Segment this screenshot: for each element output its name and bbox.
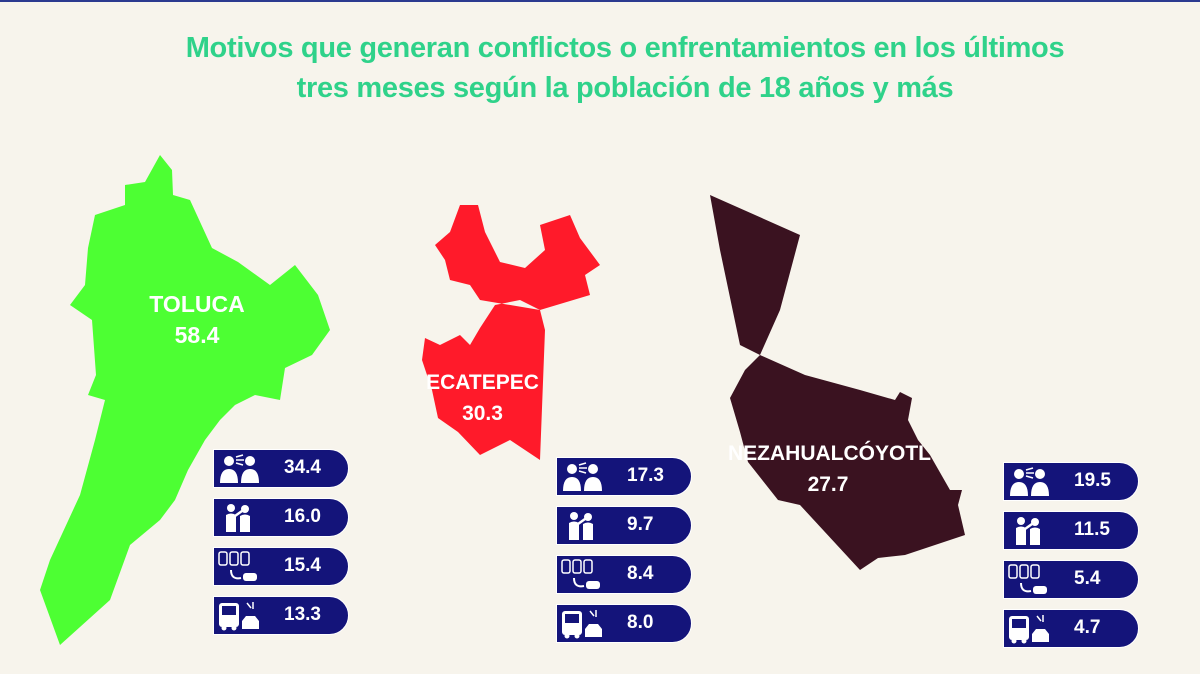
municipality-name: TOLUCA: [149, 291, 245, 317]
stat-value: 16.0: [284, 506, 321, 527]
title-line-1: Motivos que generan conflictos o enfrent…: [185, 32, 1065, 64]
stat-value: 11.5: [1074, 519, 1110, 540]
label-toluca: TOLUCA 58.4: [127, 289, 267, 351]
traffic-conflict-icon: [1009, 615, 1049, 644]
municipality-value: 27.7: [807, 473, 849, 496]
stat-value: 13.3: [284, 604, 321, 625]
stat-value: 8.0: [627, 612, 654, 633]
stat-card: 5.4: [1003, 560, 1139, 599]
stat-card: 8.4: [556, 555, 692, 594]
stat-card: 13.3: [213, 596, 349, 635]
stat-card: 9.7: [556, 506, 692, 545]
arguing-people-icon: [220, 454, 259, 483]
stat-card: 8.0: [556, 604, 692, 643]
region-nezahualcoyotl[interactable]: [710, 195, 965, 570]
stat-value: 19.5: [1074, 470, 1111, 491]
label-nezahualcoyotl: NEZAHUALCÓYOTL 27.7: [728, 438, 931, 500]
municipality-value: 30.3: [462, 402, 503, 425]
map-title: Motivos que generan conflictos o enfrent…: [0, 28, 1200, 108]
stat-value: 34.4: [284, 457, 321, 478]
stat-card: 19.5: [1003, 462, 1139, 501]
stat-card: 11.5: [1003, 511, 1139, 550]
stat-value: 5.4: [1074, 568, 1101, 589]
traffic-conflict-icon: [562, 610, 602, 639]
stat-card: 17.3: [556, 457, 692, 496]
parking-conflict-icon: [1008, 564, 1047, 594]
stat-value: 17.3: [627, 465, 664, 486]
stat-value: 4.7: [1074, 617, 1101, 638]
stat-value: 15.4: [284, 555, 321, 576]
municipality-name: ECATEPEC: [426, 371, 539, 394]
traffic-conflict-icon: [219, 602, 259, 631]
arguing-people-icon: [563, 462, 602, 491]
municipality-value: 58.4: [174, 322, 220, 348]
region-ecatepec[interactable]: [422, 205, 600, 460]
stat-card: 34.4: [213, 449, 349, 488]
neighbors-dispute-icon: [1016, 517, 1040, 545]
stat-card: 15.4: [213, 547, 349, 586]
stat-card: 16.0: [213, 498, 349, 537]
stat-value: 8.4: [627, 563, 654, 584]
neighbors-dispute-icon: [226, 504, 250, 532]
label-ecatepec: ECATEPEC 30.3: [420, 367, 545, 429]
stat-card: 4.7: [1003, 609, 1139, 648]
parking-conflict-icon: [218, 551, 257, 581]
stat-value: 9.7: [627, 514, 654, 535]
title-line-2: tres meses según la población de 18 años…: [296, 72, 954, 104]
arguing-people-icon: [1010, 467, 1049, 496]
neighbors-dispute-icon: [569, 512, 593, 540]
parking-conflict-icon: [561, 559, 600, 589]
top-border-line: [0, 0, 1200, 2]
region-toluca[interactable]: [40, 155, 330, 645]
municipality-name: NEZAHUALCÓYOTL: [728, 442, 931, 465]
